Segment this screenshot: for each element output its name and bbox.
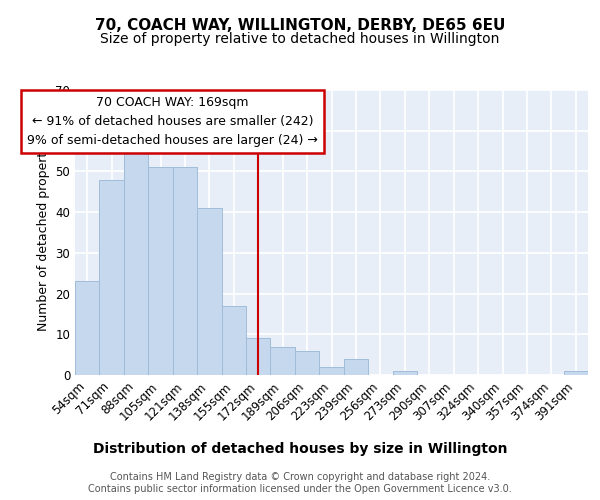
Bar — [173, 168, 197, 375]
Text: Size of property relative to detached houses in Willington: Size of property relative to detached ho… — [100, 32, 500, 46]
Bar — [271, 346, 295, 375]
Bar — [124, 139, 148, 375]
Text: 70, COACH WAY, WILLINGTON, DERBY, DE65 6EU: 70, COACH WAY, WILLINGTON, DERBY, DE65 6… — [95, 18, 505, 32]
Bar — [295, 350, 319, 375]
Bar — [221, 306, 246, 375]
Text: Distribution of detached houses by size in Willington: Distribution of detached houses by size … — [93, 442, 507, 456]
Bar — [75, 282, 100, 375]
Bar — [197, 208, 221, 375]
Bar — [563, 371, 588, 375]
Bar — [319, 367, 344, 375]
Bar — [392, 371, 417, 375]
Bar — [100, 180, 124, 375]
Text: 70 COACH WAY: 169sqm
← 91% of detached houses are smaller (242)
9% of semi-detac: 70 COACH WAY: 169sqm ← 91% of detached h… — [27, 96, 318, 147]
Text: Contains HM Land Registry data © Crown copyright and database right 2024.
Contai: Contains HM Land Registry data © Crown c… — [88, 472, 512, 494]
Bar — [246, 338, 271, 375]
Bar — [148, 168, 173, 375]
Y-axis label: Number of detached properties: Number of detached properties — [37, 134, 50, 331]
Bar — [344, 358, 368, 375]
